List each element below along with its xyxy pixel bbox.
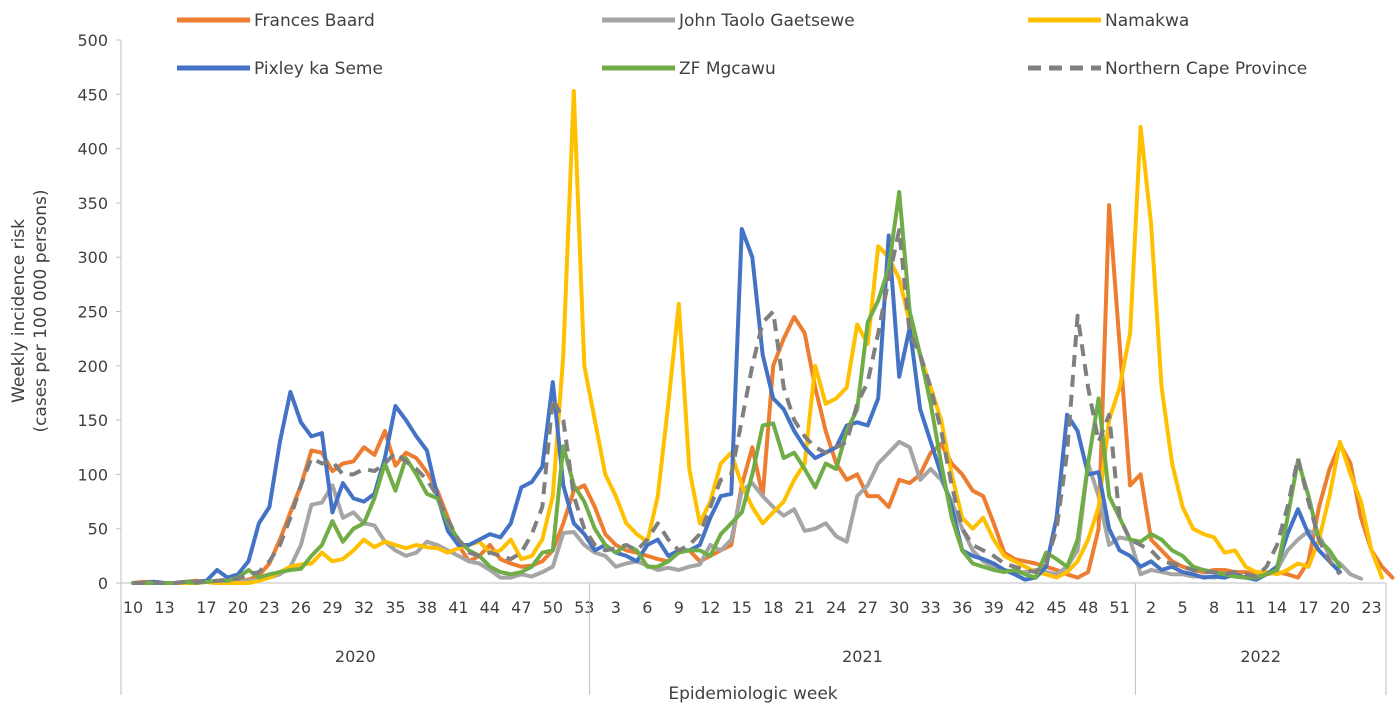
- x-tick-label: 36: [952, 598, 972, 617]
- x-tick-label: 23: [259, 598, 279, 617]
- x-tick-label: 23: [1361, 598, 1381, 617]
- x-tick-label: 53: [574, 598, 594, 617]
- x-tick-label: 11: [1235, 598, 1255, 617]
- x-tick-label: 6: [642, 598, 652, 617]
- x-tick-label: 3: [611, 598, 621, 617]
- x-tick-label: 35: [385, 598, 405, 617]
- x-tick-label: 8: [1209, 598, 1219, 617]
- y-axis-title-line-1: Weekly incidence risk: [9, 219, 29, 403]
- x-tick-label: 20: [228, 598, 248, 617]
- x-tick-label: 41: [448, 598, 468, 617]
- legend-label: Pixley ka Seme: [254, 59, 383, 79]
- x-tick-label: 30: [889, 598, 909, 617]
- x-tick-label: 50: [543, 598, 563, 617]
- legend-label: ZF Mgcawu: [679, 59, 776, 79]
- x-axis-title: Epidemiologic week: [668, 684, 837, 704]
- y-tick-label: 150: [77, 411, 108, 430]
- y-axis-title-line-2: (cases per 100 000 persons): [31, 189, 51, 432]
- x-tick-label: 32: [354, 598, 374, 617]
- x-tick-label: 48: [1078, 598, 1098, 617]
- year-group-label: 2021: [842, 647, 883, 666]
- legend-label: John Taolo Gaetsewe: [678, 11, 855, 31]
- x-tick-label: 27: [858, 598, 878, 617]
- x-tick-label: 26: [291, 598, 311, 617]
- x-tick-label: 9: [674, 598, 684, 617]
- legend-label: Namakwa: [1105, 11, 1189, 31]
- y-tick-label: 250: [77, 303, 108, 322]
- series-line-northern-cape-province: [133, 228, 1342, 585]
- x-tick-label: 42: [1015, 598, 1035, 617]
- x-tick-label: 24: [826, 598, 846, 617]
- x-tick-label: 51: [1109, 598, 1129, 617]
- x-tick-label: 21: [795, 598, 815, 617]
- x-tick-label: 38: [417, 598, 437, 617]
- legend: Frances Baard John Taolo Gaetsewe Namakwa P…: [177, 11, 1307, 79]
- x-tick-label: 47: [511, 598, 531, 617]
- year-group-label: 2020: [335, 647, 376, 666]
- y-tick-label: 200: [77, 357, 108, 376]
- x-tick-label: 17: [1298, 598, 1318, 617]
- x-tick-label: 13: [154, 598, 174, 617]
- y-axis: 0 50 100 150 200 250 300 350 400 450 500: [77, 31, 122, 593]
- x-tick-label: 44: [480, 598, 500, 617]
- x-tick-label: 18: [763, 598, 783, 617]
- series-line-frances-baard: [131, 203, 1395, 585]
- x-tick-label: 39: [983, 598, 1003, 617]
- y-tick-label: 50: [88, 520, 108, 539]
- y-tick-label: 300: [77, 248, 108, 267]
- x-tick-label: 2: [1146, 598, 1156, 617]
- x-tick-label: 14: [1267, 598, 1287, 617]
- y-tick-label: 350: [77, 194, 108, 213]
- x-axis: 10 13 17 20 23 26 29 32 35 38 41 44 47 50 53 3 6 9 12 15 18 2…: [120, 582, 1387, 695]
- y-tick-label: 400: [77, 140, 108, 159]
- x-tick-label: 17: [196, 598, 216, 617]
- plot-area: [131, 89, 1395, 585]
- x-tick-label: 15: [732, 598, 752, 617]
- legend-label: Northern Cape Province: [1105, 59, 1307, 79]
- x-tick-label: 45: [1046, 598, 1066, 617]
- series-line-zf-mgcawu: [131, 190, 1342, 585]
- y-tick-label: 0: [98, 574, 108, 593]
- x-tick-label: 10: [123, 598, 143, 617]
- x-tick-label: 20: [1330, 598, 1350, 617]
- year-group-label: 2022: [1240, 647, 1281, 666]
- series-line-pixley-ka-seme: [131, 227, 1342, 585]
- y-tick-label: 450: [77, 85, 108, 104]
- series-line-namakwa: [131, 89, 1384, 585]
- legend-label: Frances Baard: [254, 11, 375, 31]
- y-tick-label: 500: [77, 31, 108, 50]
- y-axis-grid: [116, 39, 121, 584]
- x-tick-label: 33: [921, 598, 941, 617]
- x-tick-label: 5: [1177, 598, 1187, 617]
- x-tick-label: 29: [322, 598, 342, 617]
- x-tick-label: 12: [700, 598, 720, 617]
- y-tick-label: 100: [77, 465, 108, 484]
